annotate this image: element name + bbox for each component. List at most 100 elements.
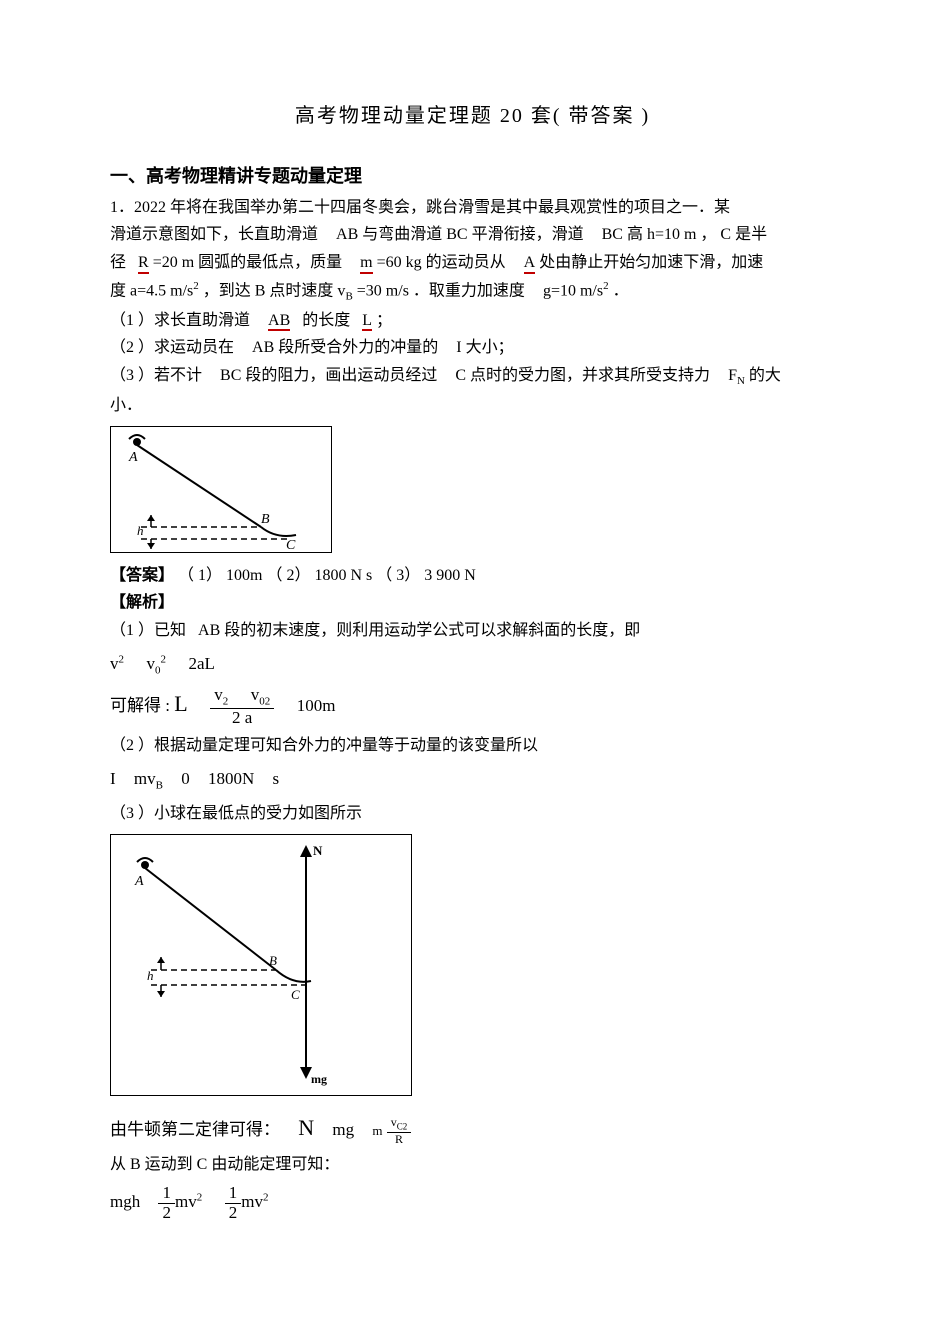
ke-eq: mgh 1 2 mv2 1 2 mv2	[110, 1184, 835, 1222]
newton-num-2: 2	[403, 1121, 408, 1131]
q1-line3-f: g=10 m/s	[543, 282, 603, 299]
eq1-sup2: 2	[161, 653, 167, 665]
ke-mgh: mgh	[110, 1192, 140, 1211]
page-title: 高考物理动量定理题 20 套( 带答案 )	[110, 100, 835, 132]
eq2-num-vl: v	[214, 685, 223, 704]
eq2-val: 100m	[297, 696, 336, 715]
solution-label-line: 【解析】	[110, 590, 835, 616]
q1-p1-c: 的长度	[302, 312, 350, 329]
eq3-I: I	[110, 769, 116, 788]
answer-2: （ 2） 1800 N s	[266, 567, 372, 584]
d2-label-C: C	[291, 987, 300, 1002]
newton-den: R	[387, 1133, 412, 1146]
eq2-den: 2 a	[210, 709, 274, 728]
eq2-frac: v2 v02 2 a	[210, 686, 274, 727]
q1-line2-m: m	[360, 254, 372, 274]
answer-3: （ 3） 3 900 N	[376, 567, 476, 584]
eq2-pre: 可解得 :	[110, 696, 170, 715]
eq2: 可解得 : L v2 v02 2 a 100m	[110, 686, 835, 728]
q1-p3-N: N	[737, 375, 745, 387]
q1-p2-a: （2 ）求运动员在	[110, 339, 234, 356]
eq1-rhs: 2aL	[189, 654, 215, 673]
section-heading: 一、高考物理精讲专题动量定理	[110, 162, 835, 191]
newton-pre: 由牛顿第二定律可得：	[110, 1120, 280, 1139]
q1-p1-e: ；	[376, 312, 392, 329]
q1-line1-a: 滑道示意图如下，长直助滑道	[110, 226, 318, 243]
q1-line3-subB: B	[345, 290, 352, 302]
eq2-num-vr-sub2: 2	[265, 696, 271, 708]
q1-line3-h: ．	[613, 282, 629, 299]
q1-intro: 1．2022 年将在我国举办第二十四届冬奥会，跳台滑雪是其中最具观赏性的项目之一…	[110, 195, 835, 221]
answer-line: 【答案】 （ 1） 100m （ 2） 1800 N s （ 3） 3 900 …	[110, 563, 835, 589]
newton-N: N	[298, 1115, 314, 1140]
eq1-sub0: 0	[155, 664, 161, 676]
eq1: v2 v02 2aL	[110, 650, 835, 680]
q1-line2-g: 处由静止开始匀加速下滑，加速	[539, 254, 763, 271]
diagram-2-svg: A h B C N mg	[111, 835, 411, 1095]
page: 高考物理动量定理题 20 套( 带答案 ) 一、高考物理精讲专题动量定理 1．2…	[0, 0, 945, 1338]
label-B: B	[261, 512, 270, 527]
eq1-v0: v	[147, 654, 156, 673]
q1-line2: 径 R =20 m 圆弧的最低点，质量 m =60 kg 的运动员从 A 处由静…	[110, 250, 835, 276]
q1-p1-L: L	[362, 312, 372, 332]
ke-mv1: mv	[175, 1192, 197, 1211]
q1-p3-f: 的大	[749, 367, 781, 384]
q1-line2-e: =60 kg 的运动员从	[377, 254, 506, 271]
q1-line3: 度 a=4.5 m/s2 ，到达 B 点时速度 vB =30 m/s ．取重力加…	[110, 278, 835, 306]
eq1-v: v	[110, 654, 119, 673]
q1-part3: （3 ）若不计 BC 段的阻力，画出运动员经过 C 点时的受力图，并求其所受支持…	[110, 363, 835, 391]
ke-frac1-num: 1	[162, 1183, 171, 1202]
eq3-0: 0	[181, 769, 190, 788]
diagram-1: A B C h	[110, 426, 332, 553]
ke-line: 从 B 运动到 C 由动能定理可知：	[110, 1152, 835, 1178]
q1-line3-c: ，到达 B 点时速度 v	[203, 282, 346, 299]
sol-3: （2 ）根据动量定理可知合外力的冲量等于动量的该变量所以	[110, 733, 835, 759]
ke-frac1-den: 2	[162, 1203, 171, 1222]
q1-p1-a: （1 ）求长直助滑道	[110, 312, 250, 329]
eq3-val: 1800N	[208, 769, 254, 788]
ke-sup1: 2	[197, 1191, 203, 1203]
d2-label-mg: mg	[311, 1072, 327, 1086]
q1-p3-a: （3 ）若不计	[110, 367, 202, 384]
d2-label-A: A	[134, 874, 144, 889]
q1-line3-e: =30 m/s ．取重力加速度	[357, 282, 525, 299]
q1-part2: （2 ）求运动员在 AB 段所受合外力的冲量的 I 大小；	[110, 335, 835, 361]
q1-line2-c: =20 m 圆弧的最低点，质量	[153, 254, 342, 271]
sol-1b: AB 段的初末速度，则利用运动学公式可以求解斜面的长度，即	[198, 622, 640, 639]
newton-m: m	[372, 1123, 382, 1138]
ke-mv2: mv	[241, 1192, 263, 1211]
ke-frac2-num: 1	[229, 1183, 238, 1202]
q1-line1-c: BC 高 h=10 m ， C 是半	[602, 226, 768, 243]
q1-p3-b: BC 段的阻力，画出运动员经过	[220, 367, 437, 384]
q1-p1-AB: AB	[268, 312, 290, 332]
diagram-2: A h B C N mg	[110, 834, 412, 1096]
d2-label-B: B	[269, 953, 277, 968]
sol-1: （1 ）已知 AB 段的初末速度，则利用运动学公式可以求解斜面的长度，即	[110, 618, 835, 644]
q1-line3-a: 度 a=4.5 m/s	[110, 282, 193, 299]
ke-sup2: 2	[263, 1191, 269, 1203]
label-A: A	[128, 450, 138, 465]
q1-p3-c: C 点时的受力图，并求其所受支持力	[455, 367, 710, 384]
d2-label-N: N	[313, 843, 323, 858]
label-C: C	[286, 538, 296, 552]
newton-line: 由牛顿第二定律可得： N mg m vC2 R	[110, 1110, 835, 1146]
eq1-sup1: 2	[119, 653, 125, 665]
q1-part3b: 小．	[110, 393, 835, 419]
eq2-num-vr: v	[251, 685, 260, 704]
solution-label: 【解析】	[110, 594, 174, 611]
q1-line1-b: AB 与弯曲滑道 BC 平滑衔接，滑道	[336, 226, 584, 243]
answer-1: （ 1） 100m	[178, 567, 262, 584]
eq3-unit: s	[273, 769, 280, 788]
q1-line2-R: R	[138, 254, 149, 274]
eq2-L: L	[174, 691, 187, 716]
q1-line3-sup1: 2	[193, 280, 199, 292]
answer-label: 【答案】	[110, 567, 174, 584]
eq3-B: B	[156, 779, 163, 791]
q1-line3-sup2: 2	[603, 280, 609, 292]
q1-p2-b: AB 段所受合外力的冲量的	[252, 339, 438, 356]
eq3-mv: mv	[134, 769, 156, 788]
d2-label-h: h	[147, 968, 154, 983]
diagram-1-svg: A B C h	[111, 427, 331, 552]
eq2-num-vl-sub: 2	[223, 696, 229, 708]
eq3: I mvB 0 1800N s	[110, 765, 835, 795]
